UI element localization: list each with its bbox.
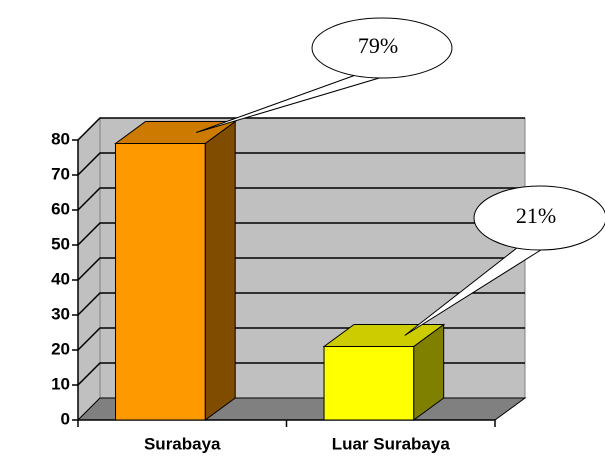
grid-line xyxy=(77,152,525,176)
bar-side xyxy=(204,120,236,421)
grid-line xyxy=(77,257,525,281)
y-tick-label: 30 xyxy=(51,304,70,323)
y-tick-label: 0 xyxy=(61,409,70,428)
grid-line xyxy=(77,222,525,246)
y-tick-label: 10 xyxy=(51,374,70,393)
y-tick-label: 80 xyxy=(51,129,70,148)
grid-line xyxy=(77,187,525,211)
x-tick-label: Luar Surabaya xyxy=(332,434,451,453)
bar xyxy=(323,346,415,421)
data-label: 79% xyxy=(358,33,398,58)
grid-line xyxy=(77,292,525,316)
y-tick-label: 50 xyxy=(51,234,70,253)
y-tick-label: 20 xyxy=(51,339,70,358)
grid-line xyxy=(77,117,525,141)
callout-cover xyxy=(523,241,543,247)
bar xyxy=(115,143,206,421)
y-tick-label: 40 xyxy=(51,269,70,288)
y-tick-label: 70 xyxy=(51,164,70,183)
y-tick-label: 60 xyxy=(51,199,70,218)
data-label: 21% xyxy=(516,203,556,228)
callout xyxy=(473,185,605,251)
callout-cover xyxy=(365,69,385,75)
x-tick-label: Surabaya xyxy=(144,434,221,453)
callout xyxy=(311,17,453,79)
